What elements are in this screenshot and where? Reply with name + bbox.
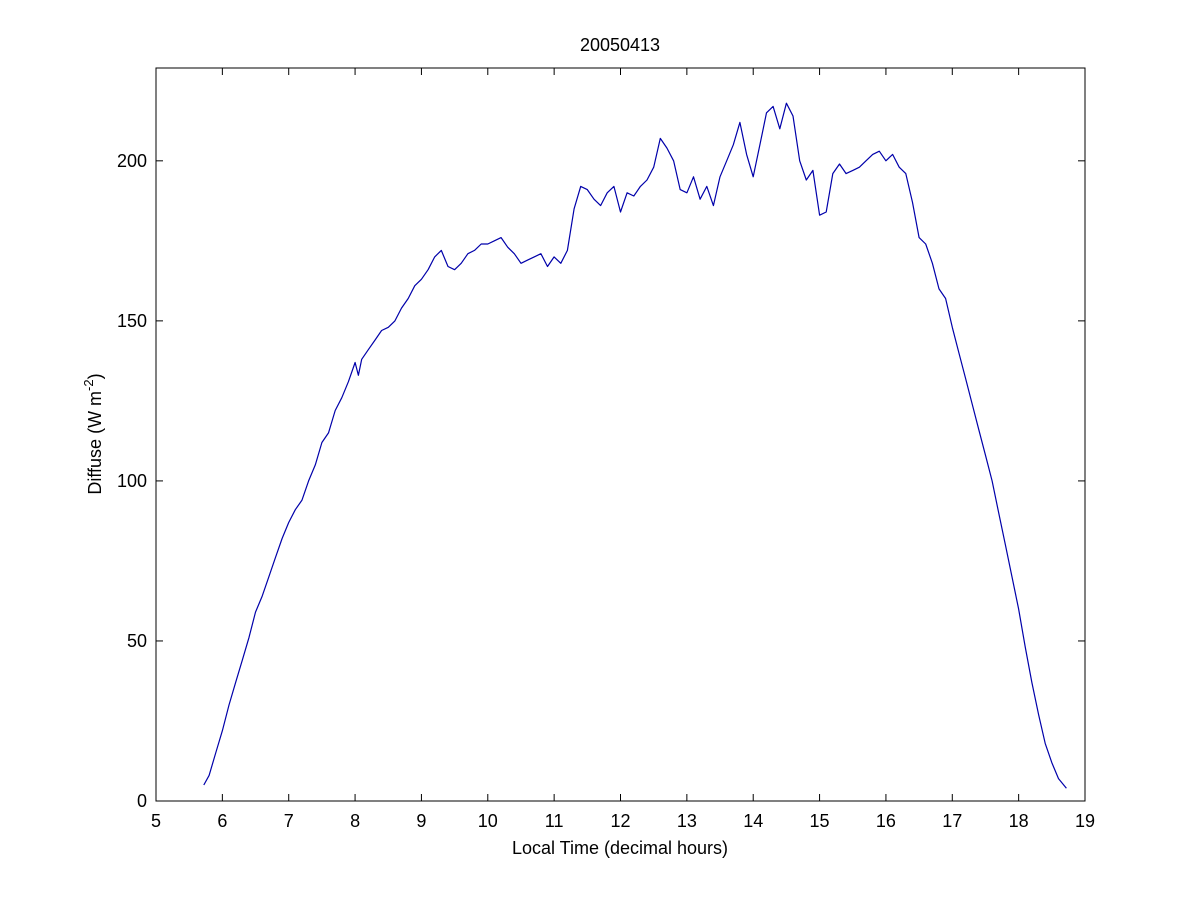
y-tick-label: 100 bbox=[117, 471, 147, 491]
x-tick-label: 5 bbox=[151, 811, 161, 831]
plot-area-frame bbox=[155, 67, 1086, 802]
y-axis-label-prefix: Diffuse (W m bbox=[85, 391, 105, 495]
y-axis-label-superscript: -2 bbox=[81, 379, 96, 391]
x-tick-label: 10 bbox=[478, 811, 498, 831]
y-tick-label: 0 bbox=[137, 791, 147, 811]
x-tick-label: 13 bbox=[677, 811, 697, 831]
x-tick-label: 7 bbox=[284, 811, 294, 831]
y-tick-label: 150 bbox=[117, 311, 147, 331]
x-tick-label: 15 bbox=[810, 811, 830, 831]
x-tick-label: 19 bbox=[1075, 811, 1095, 831]
y-axis-label-suffix: ) bbox=[85, 373, 105, 379]
series-line-diffuse bbox=[203, 102, 1067, 789]
chart-title: 20050413 bbox=[580, 35, 660, 55]
x-tick-label: 6 bbox=[217, 811, 227, 831]
x-tick-label: 14 bbox=[743, 811, 763, 831]
x-tick-label: 17 bbox=[942, 811, 962, 831]
x-axis-label: Local Time (decimal hours) bbox=[512, 838, 728, 858]
y-axis: 0 50 100 150 200 bbox=[117, 151, 1085, 811]
x-tick-label: 12 bbox=[610, 811, 630, 831]
y-tick-label: 50 bbox=[127, 631, 147, 651]
x-axis: 5 6 7 8 9 10 11 12 13 14 15 16 17 18 19 bbox=[151, 68, 1095, 831]
x-tick-label: 16 bbox=[876, 811, 896, 831]
x-tick-label: 9 bbox=[416, 811, 426, 831]
y-axis-label: Diffuse (W m-2) bbox=[81, 373, 105, 494]
x-tick-label: 8 bbox=[350, 811, 360, 831]
y-tick-label: 200 bbox=[117, 151, 147, 171]
x-tick-label: 18 bbox=[1009, 811, 1029, 831]
x-tick-label: 11 bbox=[545, 811, 564, 831]
